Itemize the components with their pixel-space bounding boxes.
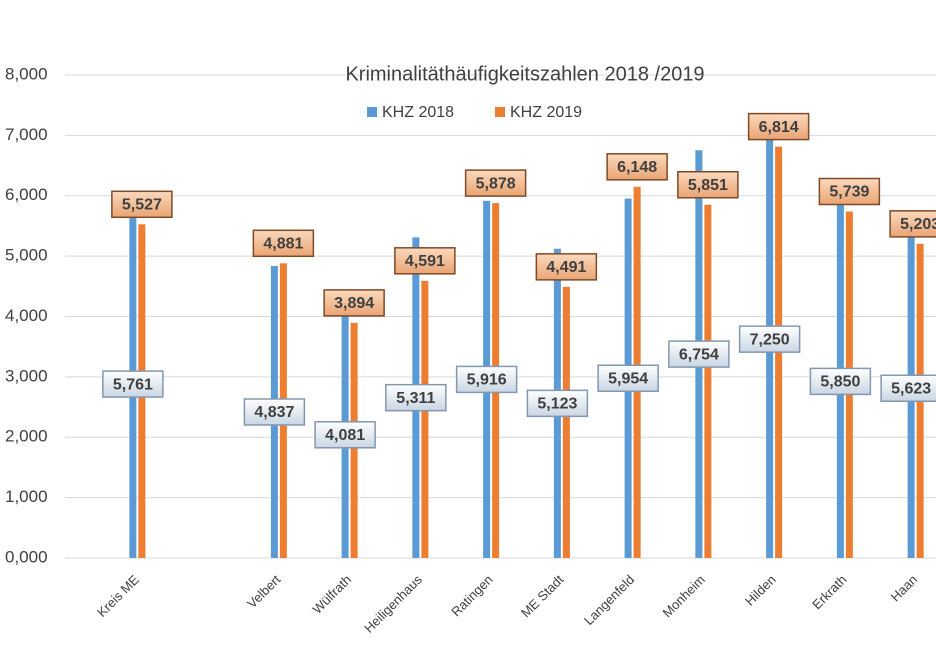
y-tick-label: 8,000 [5,64,48,83]
value-label-box [668,340,730,368]
bar [562,286,570,558]
value-label: 5,878 [476,175,516,192]
y-tick-label: 2,000 [5,427,48,446]
value-label-box [597,364,659,393]
value-label-box [102,370,164,398]
value-label-group: 5,739 [818,177,881,206]
value-label-group: 6,148 [606,153,668,181]
value-label: 5,311 [396,390,435,407]
y-tick-label: 7,000 [5,125,48,144]
value-label-box [111,190,173,219]
value-label-group: 6,754 [668,340,730,368]
value-label-group: 4,837 [243,398,306,426]
value-label-box [323,289,385,317]
value-label: 6,814 [759,119,799,136]
legend-label: KHZ 2019 [510,104,582,121]
chart-title: Kriminalitäthäufigkeitszahlen 2018 /2019 [345,63,704,85]
value-label-group: 5,311 [385,383,447,412]
value-label-box [455,365,518,394]
value-label: 5,623 [891,380,931,397]
y-tick-label: 4,000 [5,306,48,325]
value-label: 5,761 [113,376,153,393]
value-label: 6,148 [617,159,657,176]
value-label: 5,527 [122,197,162,214]
legend-swatch [495,107,505,117]
bar [421,280,429,558]
value-label-box [535,253,598,281]
value-label-group: 7,250 [738,325,801,353]
value-label-box [606,153,668,181]
legend-label: KHZ 2018 [382,104,454,121]
value-label: 4,837 [254,404,294,421]
value-label-group: 3,894 [323,289,385,317]
value-label: 5,850 [820,374,860,391]
value-label-box [818,177,881,206]
value-label-group: 5,761 [102,370,164,398]
value-label: 4,591 [405,253,445,270]
value-label-group: 5,850 [809,367,872,396]
value-label: 7,250 [750,331,790,348]
bar [704,204,712,558]
value-label: 5,954 [608,370,648,387]
value-label: 5,203 [900,216,936,233]
value-label-group: 5,878 [464,169,527,197]
y-tick-label: 0,000 [5,547,48,566]
value-label-box [677,170,739,199]
y-tick-label: 3,000 [5,366,48,385]
value-label: 4,491 [546,259,586,276]
value-label-group: 5,851 [677,170,739,199]
value-label: 4,081 [325,427,365,444]
value-label-group: 5,527 [111,190,173,219]
value-label-group: 4,591 [394,247,456,275]
y-tick-label: 5,000 [5,246,48,265]
value-label-box [526,389,589,418]
value-label-group: 5,123 [526,389,589,418]
value-label: 6,754 [679,346,719,363]
y-tick-label: 6,000 [5,185,48,204]
value-label-group: 4,491 [535,253,598,281]
value-label-group: 5,954 [597,364,659,393]
value-label-group: 5,623 [880,374,936,403]
value-label-box [889,210,936,238]
value-label-box [252,229,315,258]
y-tick-label: 1,000 [5,487,48,506]
value-label: 5,916 [467,372,507,389]
value-label: 5,123 [537,396,577,413]
value-label-box [738,325,801,353]
value-label-box [314,421,376,449]
value-label-group: 4,081 [314,421,376,449]
value-label-box [747,112,810,141]
value-label-box [243,398,306,426]
value-label: 3,894 [334,295,374,312]
value-label-group: 5,203 [889,210,936,238]
value-label-box [385,383,447,412]
value-label-box [809,367,872,396]
value-label-group: 5,916 [455,365,518,394]
value-label: 4,881 [263,236,303,253]
value-label-box [464,169,527,197]
value-label: 5,851 [688,177,728,194]
value-label: 5,739 [829,184,869,201]
value-label-box [394,247,456,275]
value-label-box [880,374,936,403]
legend-swatch [367,107,377,117]
value-label-group: 6,814 [747,112,810,141]
value-label-group: 4,881 [252,229,315,258]
